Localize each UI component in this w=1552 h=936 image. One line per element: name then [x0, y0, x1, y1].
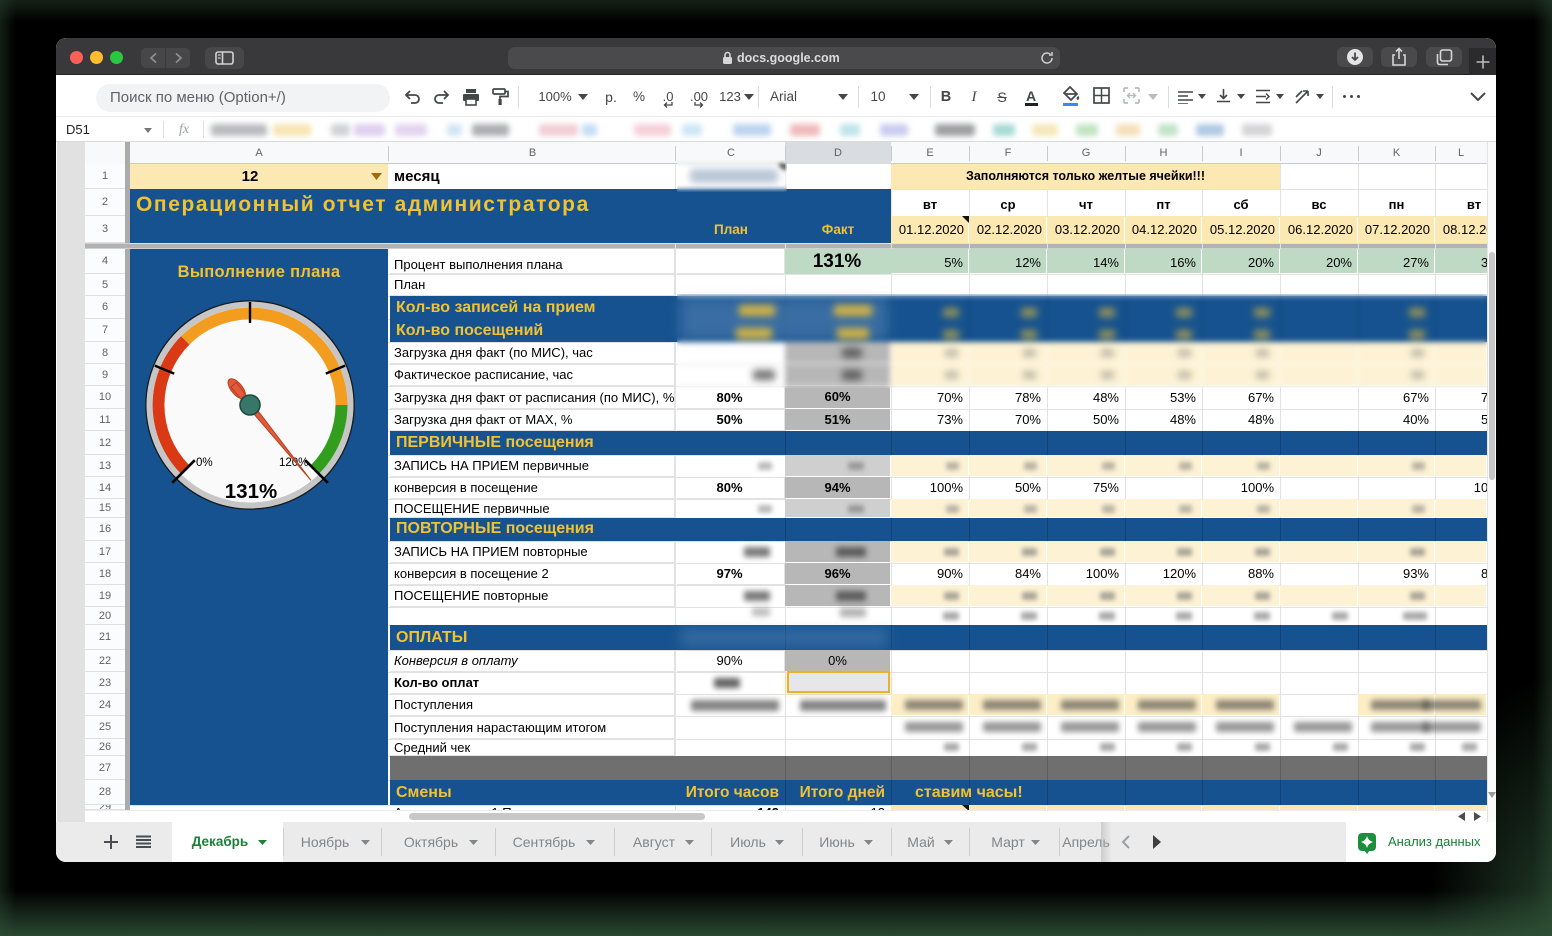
svg-text:131%: 131% — [225, 480, 277, 503]
svg-text:120%: 120% — [279, 457, 308, 469]
svg-text:0%: 0% — [196, 457, 213, 469]
